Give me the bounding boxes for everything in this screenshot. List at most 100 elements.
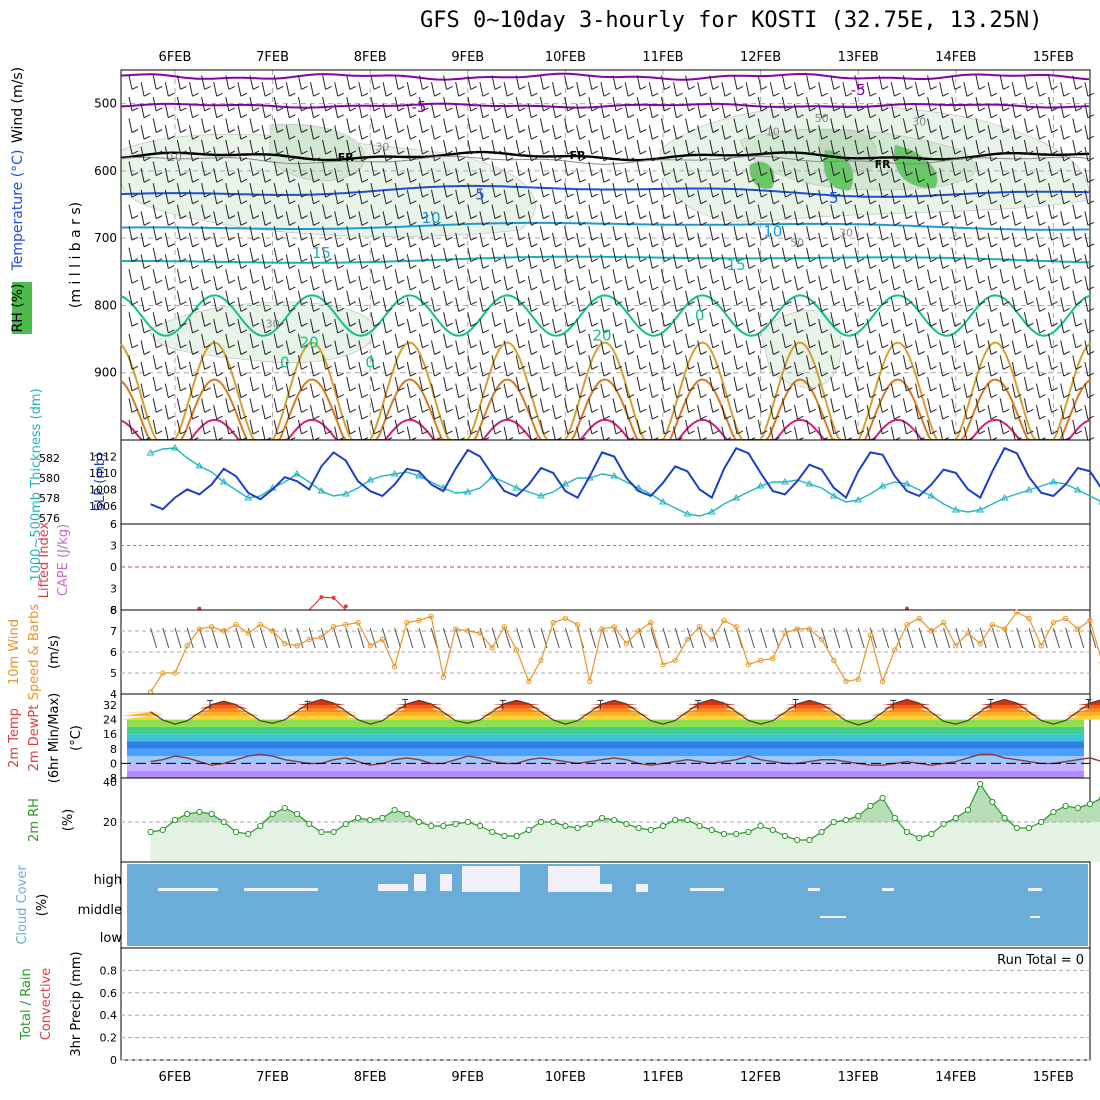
wind-barb-flag [264, 157, 272, 162]
wind-barb-flag [881, 172, 889, 177]
wind-barb [515, 269, 520, 284]
wind-barb [140, 125, 145, 140]
wind-barb-flag [410, 114, 417, 119]
wind-barb-flag [289, 351, 296, 355]
wind-barb [552, 125, 556, 140]
wind-barb-flag [809, 301, 816, 306]
wind-barb-flag [482, 178, 490, 183]
wind-barb [1011, 103, 1016, 118]
wind-barb-flag [676, 286, 683, 291]
wind-barb [1023, 419, 1028, 434]
wind-barb-flag [821, 415, 828, 420]
wind-barb [1023, 290, 1028, 305]
wind-barb [902, 376, 907, 391]
wind-barb-flag [518, 107, 526, 112]
wind-barb [539, 182, 544, 198]
wind-barb [1060, 82, 1065, 97]
wind-barb [249, 398, 254, 413]
wind-barb [467, 376, 472, 391]
wind-barb [1036, 361, 1040, 377]
wind-barb [660, 161, 665, 176]
wind-barb [431, 340, 435, 355]
wind-barb [975, 139, 980, 155]
wind-barb-flag [688, 129, 695, 133]
wind-barb-flag [833, 301, 841, 306]
wind-barb-flag [1015, 394, 1022, 399]
wind-barb [164, 297, 169, 312]
wind-barb-flag [325, 150, 332, 155]
wind-barb-flag [1063, 178, 1070, 183]
wind-barb [515, 398, 520, 413]
wind-barb [999, 226, 1004, 241]
wind-barb-flag [422, 365, 429, 370]
wind-barb-flag [422, 107, 429, 112]
wind-barb-flag [603, 200, 611, 205]
wind-barb [951, 182, 956, 198]
wind-barb [588, 96, 593, 112]
wind-barb [515, 333, 520, 348]
wind-speed-point [306, 636, 312, 643]
wind-barb-flag [869, 286, 877, 291]
date-label-bottom: 12FEB [740, 1070, 781, 1085]
wind-barb [455, 361, 460, 377]
wind-barb-flag [785, 365, 792, 370]
wind-barb-flag [700, 135, 707, 140]
wind-barb [176, 75, 181, 90]
wind-barb [152, 398, 157, 413]
wind-barb [685, 204, 690, 219]
wind-barb-flag [482, 394, 490, 399]
thickness-point [659, 498, 667, 505]
wind-barb-flag [736, 86, 744, 90]
wind-barb [673, 168, 677, 183]
wind-barb-flag [301, 107, 308, 112]
wind-barb-flag [688, 387, 695, 392]
wind-barb [999, 312, 1004, 327]
wind-barb-flag [591, 322, 599, 327]
wind-barb [1072, 269, 1077, 284]
wind-barb [527, 340, 532, 355]
wind-barb [201, 247, 206, 262]
wind-barb-flag [434, 351, 441, 355]
wind-barb [902, 333, 907, 348]
wind-barb-flag [289, 157, 296, 162]
wind-barb-flag [676, 135, 683, 140]
wind-barb [854, 75, 859, 90]
wind-barb [1048, 269, 1053, 284]
wind-barb [673, 232, 677, 247]
wind-barb [915, 82, 919, 97]
wind-barb-flag [845, 221, 853, 226]
wind-barb-flag [240, 264, 248, 269]
cloud-level-label: low [100, 931, 123, 946]
wind-barb [781, 290, 786, 305]
wind-barb [491, 75, 496, 90]
wind-barb [382, 254, 387, 269]
wind-barb [467, 333, 472, 348]
wind-barb [987, 361, 992, 377]
wind-barb [806, 118, 811, 133]
wind-barb [636, 398, 641, 413]
wind-barb-flag [155, 172, 163, 177]
wind-barb-flag [482, 415, 490, 420]
wind-barb-flag [192, 200, 199, 205]
wind-barb-flag [204, 172, 211, 177]
wind-barb [261, 168, 266, 183]
wind-barb [830, 118, 835, 133]
wind-barb [721, 232, 726, 247]
wind-barb [346, 376, 351, 391]
wind-barb [539, 312, 544, 327]
wind-barb-flag [748, 92, 756, 97]
wind-barb [443, 118, 448, 133]
wind-barb [443, 419, 448, 434]
wind-barb [564, 182, 569, 198]
wind-barb-flag [531, 372, 538, 377]
wind-barb [830, 182, 835, 198]
wind-barb [406, 383, 411, 398]
wind-barb [370, 118, 375, 133]
wind-barb-flag [748, 394, 756, 399]
wind-barb-flag [942, 178, 949, 183]
wind-barb [455, 103, 460, 118]
wind-barb-flag [543, 387, 550, 392]
wind-barb [878, 247, 883, 262]
wind-barb [745, 232, 750, 247]
wind-speed-point [806, 626, 813, 632]
